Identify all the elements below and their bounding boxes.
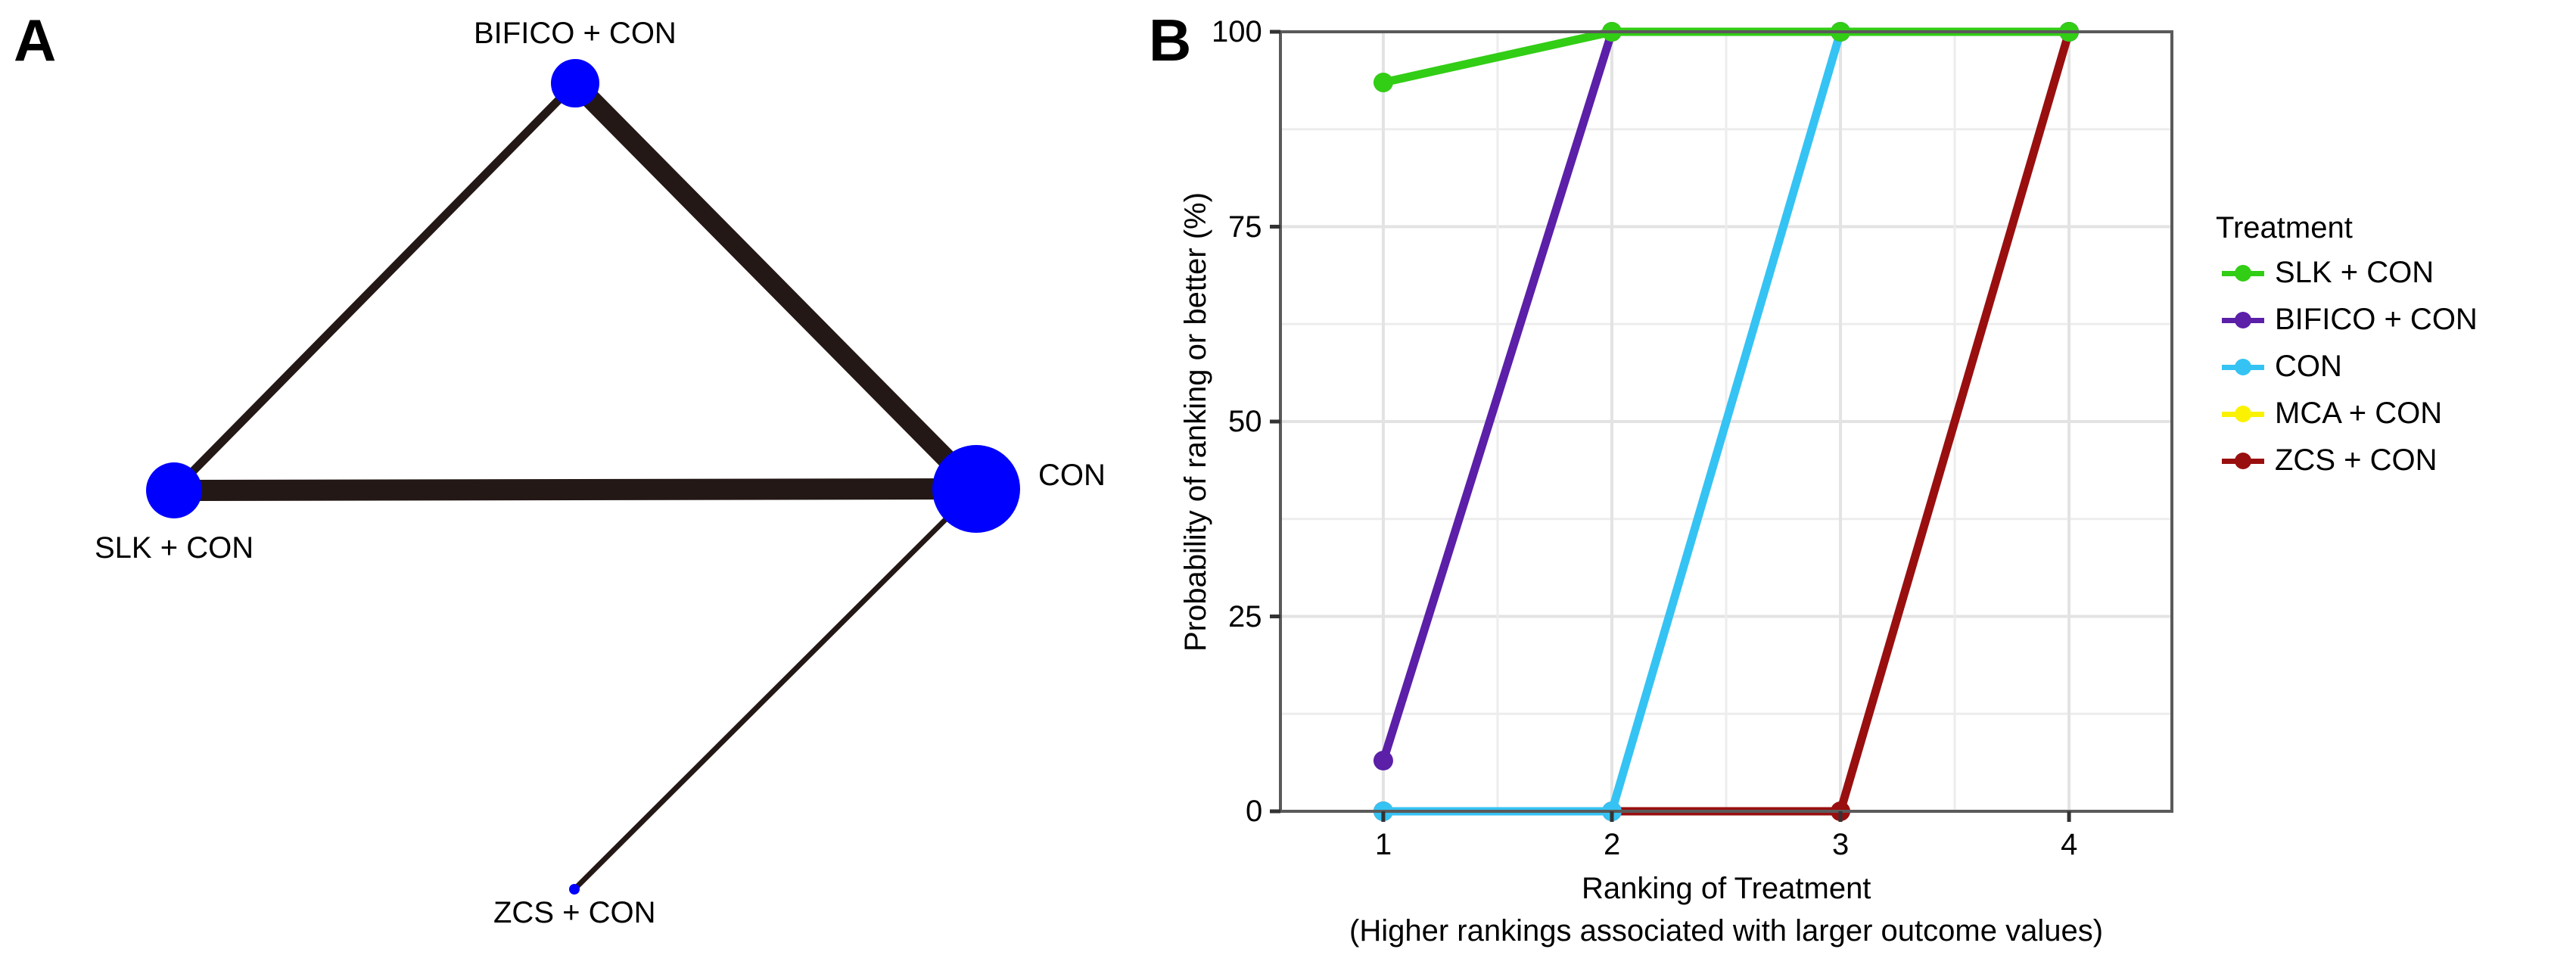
line-chart-svg — [1270, 22, 2173, 822]
y-tick-label: 25 — [1228, 599, 1262, 633]
x-tick-label: 3 — [1832, 828, 1850, 861]
legend-key-icon — [2222, 307, 2264, 333]
y-axis-title: Probability of ranking or better (%) — [1179, 191, 1212, 652]
x-tick-label: 4 — [2061, 828, 2078, 861]
legend-key-icon — [2222, 448, 2264, 474]
y-tick-label: 100 — [1212, 15, 1262, 48]
network-edge-bifico-con — [568, 76, 984, 496]
x-axis-title: Ranking of Treatment — [1582, 872, 1871, 905]
network-edge-zcs-con — [572, 487, 978, 892]
network-node-label-zcs: ZCS + CON — [493, 896, 656, 929]
data-point — [1373, 72, 1393, 92]
network-node-bifico[interactable] — [551, 59, 599, 107]
y-tick-label: 75 — [1228, 210, 1262, 244]
network-edge-slk-con — [173, 478, 977, 501]
network-edge-slk-bifico — [171, 80, 578, 493]
legend-key-icon — [2222, 260, 2264, 286]
network-graph-svg — [146, 59, 1020, 895]
panel-b-rankogram: B Probability of ranking or better (%) R… — [1135, 0, 2576, 970]
legend-entry-slk-con[interactable]: SLK + CON — [2222, 256, 2434, 290]
x-axis-subtitle: (Higher rankings associated with larger … — [1349, 914, 2104, 948]
legend-entry-zcs-con[interactable]: ZCS + CON — [2222, 443, 2437, 478]
legend-title: Treatment — [2216, 211, 2353, 244]
legend-entry-mca-con[interactable]: MCA + CON — [2222, 397, 2442, 431]
y-tick-label: 0 — [1246, 795, 1263, 828]
network-node-zcs[interactable] — [569, 884, 580, 895]
legend-entry-label: CON — [2275, 350, 2342, 383]
legend-key-icon — [2222, 354, 2264, 380]
x-tick-label: 1 — [1374, 828, 1392, 861]
chart-area: Probability of ranking or better (%) Ran… — [1135, 0, 2576, 970]
network-node-con[interactable] — [932, 445, 1020, 533]
x-tick-label: 2 — [1603, 828, 1621, 861]
panel-a-network-plot: A BIFICO + CON CON SLK + CON ZCS + CON — [0, 0, 1135, 970]
legend-entry-con[interactable]: CON — [2222, 350, 2342, 384]
network-node-label-con: CON — [1038, 459, 1106, 492]
data-point — [1373, 751, 1393, 771]
legend-entry-bifico-con[interactable]: BIFICO + CON — [2222, 303, 2478, 337]
legend-key-icon — [2222, 401, 2264, 427]
network-node-slk[interactable] — [146, 462, 202, 518]
panel-b-letter: B — [1149, 7, 1192, 73]
network-node-label-bifico: BIFICO + CON — [474, 17, 677, 50]
y-tick-label: 50 — [1228, 405, 1262, 438]
legend-entry-label: BIFICO + CON — [2275, 303, 2478, 336]
network-node-label-slk: SLK + CON — [95, 531, 254, 565]
legend-entry-label: ZCS + CON — [2275, 443, 2438, 477]
legend-entry-label: MCA + CON — [2275, 397, 2443, 430]
legend-entry-label: SLK + CON — [2275, 256, 2434, 289]
panel-a-letter: A — [14, 7, 57, 73]
